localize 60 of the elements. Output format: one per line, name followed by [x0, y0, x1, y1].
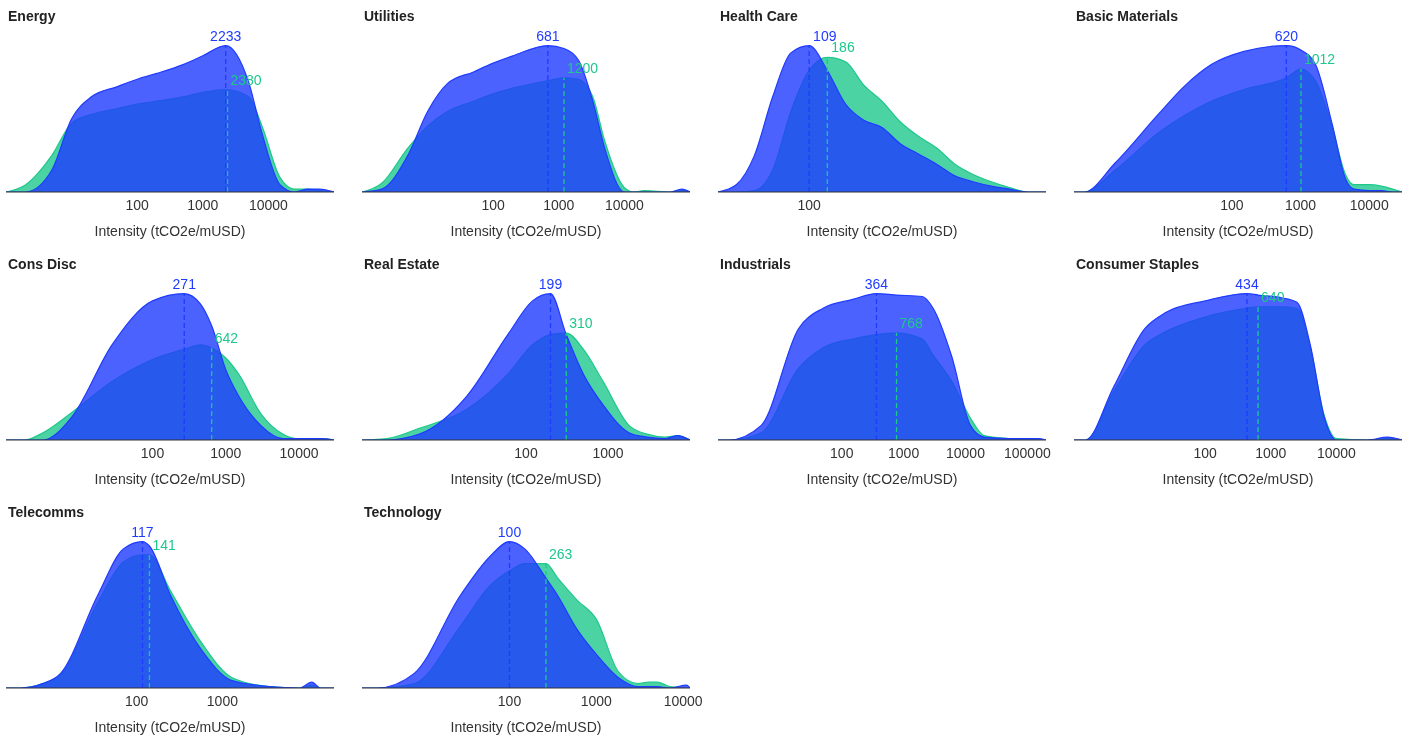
x-axis-title: Intensity (tCO2e/mUSD)	[94, 223, 246, 239]
ref-line-label: 681	[536, 27, 560, 44]
chart-title: Utilities	[364, 8, 415, 24]
ref-line-label: 117	[131, 523, 154, 540]
x-tick-label: 10000	[248, 196, 289, 213]
x-tick-label: 100	[830, 444, 854, 461]
x-tick-label: 10000	[946, 444, 986, 461]
x-tick-label: 100	[125, 196, 150, 213]
x-axis-title: Intensity (tCO2e/mUSD)	[806, 223, 958, 239]
x-tick-label: 100	[124, 692, 149, 709]
ref-line-label: 768	[899, 315, 924, 332]
x-axis-title: Intensity (tCO2e/mUSD)	[94, 471, 246, 487]
x-tick-label: 10000	[1349, 196, 1389, 213]
x-tick-label: 1000	[888, 444, 920, 461]
chart-title: Basic Materials	[1076, 8, 1178, 24]
chart-title: Health Care	[720, 8, 798, 24]
ref-line-label: 2233	[210, 27, 242, 44]
chart-title: Technology	[364, 504, 442, 520]
x-tick-label: 1000	[543, 196, 575, 213]
x-tick-label: 1000	[1255, 444, 1287, 461]
x-tick-label: 100	[481, 196, 506, 213]
x-tick-label: 1000	[592, 444, 624, 461]
ref-line-label: 620	[1274, 27, 1299, 44]
x-tick-label: 1000	[580, 692, 613, 709]
x-tick-label: 1000	[1285, 196, 1317, 213]
x-tick-label: 10000	[279, 444, 319, 461]
x-tick-label: 100	[514, 444, 538, 461]
x-tick-label: 10000	[604, 196, 645, 213]
chart-title: Cons Disc	[8, 256, 77, 272]
chart-title: Consumer Staples	[1076, 256, 1199, 272]
x-tick-label: 100	[1220, 196, 1244, 213]
x-axis-title: Intensity (tCO2e/mUSD)	[806, 471, 958, 487]
ref-line-label: 263	[548, 545, 573, 562]
x-axis-title: Intensity (tCO2e/mUSD)	[94, 719, 246, 735]
chart-title: Telecomms	[8, 504, 84, 520]
x-axis-title: Intensity (tCO2e/mUSD)	[450, 223, 602, 239]
x-tick-label: 100	[140, 444, 165, 461]
x-axis-title: Intensity (tCO2e/mUSD)	[1162, 471, 1314, 487]
ref-line-label: 642	[214, 329, 239, 346]
x-tick-label: 100	[497, 692, 522, 709]
ref-line-label: 434	[1235, 275, 1259, 292]
x-axis-title: Intensity (tCO2e/mUSD)	[450, 719, 602, 735]
x-tick-label: 10000	[1316, 444, 1357, 461]
x-axis-title: Intensity (tCO2e/mUSD)	[450, 471, 602, 487]
x-tick-label: 10000	[663, 692, 703, 709]
x-tick-label: 100000	[1004, 444, 1051, 461]
ref-line-label: 271	[172, 275, 197, 292]
chart-title: Industrials	[720, 256, 791, 272]
ref-line-label: 141	[152, 536, 176, 553]
x-tick-label: 1000	[206, 692, 239, 709]
ref-line-label: 310	[569, 315, 593, 332]
x-tick-label: 100	[1193, 444, 1218, 461]
ref-line-label: 364	[864, 275, 889, 292]
ref-line-label: 199	[538, 275, 563, 292]
ref-line-label: 100	[497, 523, 522, 540]
chart-title: Energy	[8, 8, 56, 24]
x-axis-title: Intensity (tCO2e/mUSD)	[1162, 223, 1314, 239]
x-tick-label: 1000	[187, 196, 219, 213]
x-tick-label: 1000	[210, 444, 242, 461]
chart-title: Real Estate	[364, 256, 440, 272]
